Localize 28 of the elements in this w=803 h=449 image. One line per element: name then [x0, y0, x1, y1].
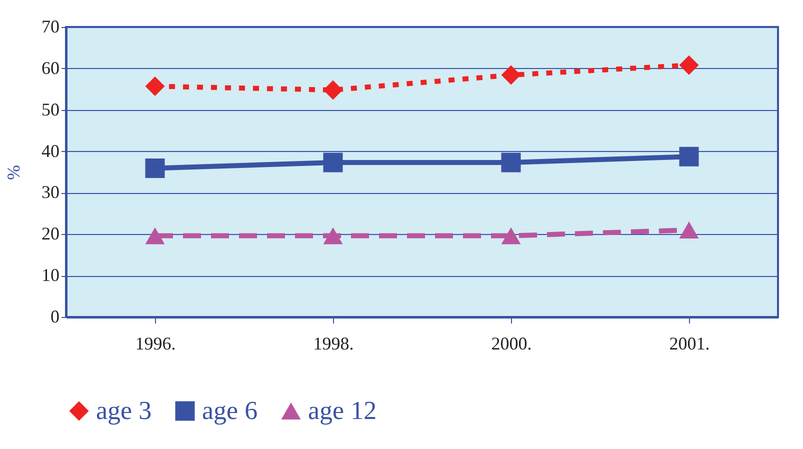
point	[145, 227, 165, 244]
point	[145, 76, 165, 96]
point	[323, 227, 343, 244]
point	[323, 80, 343, 100]
y-axis-title: %	[4, 165, 24, 180]
legend-label: age 6	[202, 396, 258, 425]
legend-label: age 12	[308, 396, 377, 425]
x-tick-label: 2000.	[491, 334, 532, 354]
y-tick-label: 50	[42, 99, 60, 120]
point	[323, 152, 343, 172]
point	[501, 227, 521, 244]
y-tick-label: 40	[42, 140, 60, 161]
legend-label: age 3	[96, 396, 152, 425]
y-tick-label: 60	[42, 58, 60, 78]
point	[679, 222, 699, 238]
x-tick-label: 2001.	[669, 334, 710, 354]
y-tick-label: 10	[42, 265, 60, 286]
point	[679, 55, 699, 75]
point	[501, 65, 521, 85]
point	[679, 146, 699, 166]
y-tick-label: 30	[42, 182, 60, 202]
y-tick-label: 70	[42, 16, 60, 36]
x-tick-label: 1996.	[135, 334, 176, 354]
y-tick-label: 0	[50, 306, 60, 326]
point	[501, 152, 521, 172]
x-tick-label: 1998.	[313, 334, 354, 354]
y-tick-label: 20	[42, 224, 60, 244]
point	[145, 158, 165, 178]
